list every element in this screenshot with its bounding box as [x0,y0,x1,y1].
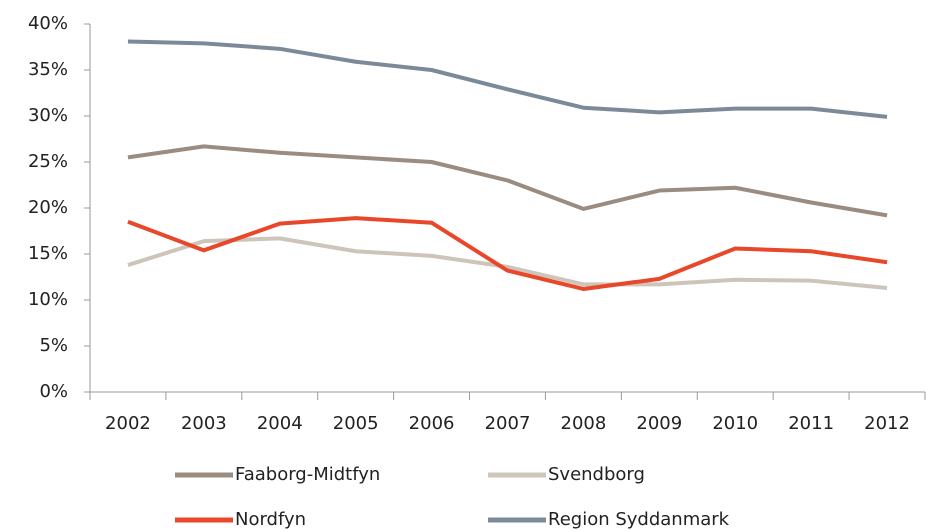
y-tick-label: 15% [28,243,68,264]
legend-label: Svendborg [548,464,645,485]
x-tick-label: 2012 [864,413,910,434]
y-tick-label: 0% [39,381,68,402]
x-tick-label: 2004 [257,413,303,434]
line-series [127,144,888,218]
x-tick-label: 2011 [788,413,834,434]
x-tick-label: 2007 [485,413,531,434]
line-series [127,216,888,291]
line-series [127,39,888,119]
y-tick-label: 5% [39,335,68,356]
y-tick-label: 10% [28,289,68,310]
y-tick-label: 20% [28,197,68,218]
legend-label: Faaborg-Midtfyn [235,464,380,485]
x-tick-label: 2010 [712,413,758,434]
y-tick-label: 25% [28,151,68,172]
legend-label: Region Syddanmark [548,509,730,530]
y-tick-label: 40% [28,13,68,34]
x-tick-label: 2008 [561,413,607,434]
x-tick-label: 2005 [333,413,379,434]
y-tick-label: 35% [28,59,68,80]
legend-label: Nordfyn [235,509,306,530]
x-tick-label: 2006 [409,413,455,434]
x-tick-label: 2003 [181,413,227,434]
x-tick-label: 2009 [636,413,682,434]
line-series [127,236,888,291]
x-tick-label: 2002 [105,413,151,434]
y-tick-label: 30% [28,105,68,126]
